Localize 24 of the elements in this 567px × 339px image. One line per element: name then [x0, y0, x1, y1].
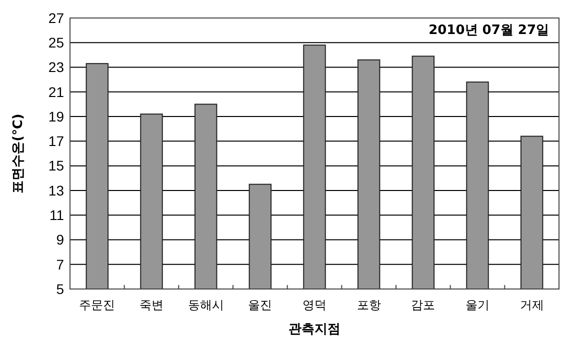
- x-tick-label: 영덕: [302, 298, 326, 312]
- y-tick-label: 17: [48, 133, 64, 150]
- x-tick-label: 거제: [520, 298, 544, 312]
- y-tick-label: 15: [48, 158, 64, 174]
- x-tick-label: 죽변: [140, 298, 164, 312]
- y-tick-label: 13: [48, 182, 64, 198]
- y-axis-title: 표면수온(℃): [11, 114, 26, 194]
- y-tick-label: 19: [48, 108, 64, 124]
- y-tick-label: 23: [48, 59, 64, 76]
- x-tick-label: 동해시: [188, 298, 224, 312]
- y-tick-label: 21: [48, 84, 64, 100]
- x-tick-label: 울기: [466, 298, 490, 312]
- y-tick-label: 7: [56, 256, 64, 272]
- x-tick-label: 주문진: [79, 298, 116, 312]
- y-tick-label: 5: [56, 280, 64, 297]
- y-tick-label: 27: [48, 10, 64, 26]
- x-tick-label: 감포: [411, 298, 436, 312]
- annotation: 2010년 07월 27일: [428, 23, 549, 38]
- x-tick-label: 울진: [248, 298, 272, 312]
- x-axis-title: 관측지점: [288, 322, 340, 337]
- y-tick-label: 9: [56, 232, 64, 248]
- y-tick-label: 25: [48, 34, 64, 51]
- y-tick-label: 11: [49, 206, 64, 223]
- x-tick-label: 포항: [356, 298, 381, 312]
